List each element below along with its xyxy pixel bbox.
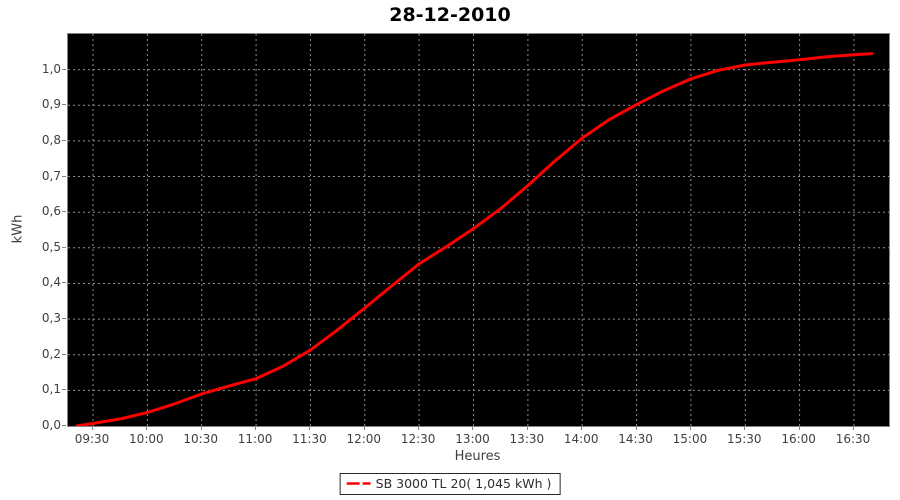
x-tickmark bbox=[363, 426, 365, 430]
y-tick-label: 0,9 bbox=[41, 97, 61, 112]
y-tick-label: 0,0 bbox=[41, 418, 61, 432]
x-tickmark bbox=[798, 426, 800, 430]
x-tickmark bbox=[255, 426, 257, 430]
x-tickmark bbox=[581, 426, 583, 430]
x-tickmark bbox=[689, 426, 691, 430]
y-tickmark bbox=[62, 139, 66, 141]
y-tick-label: 0,8 bbox=[41, 132, 61, 147]
x-tickmark bbox=[146, 426, 148, 430]
x-tick-label: 16:00 bbox=[781, 432, 816, 446]
y-tick-label: 0,3 bbox=[41, 311, 61, 326]
x-axis-label: Heures bbox=[454, 449, 501, 464]
x-tick-label: 15:30 bbox=[726, 432, 762, 446]
x-tickmark bbox=[418, 426, 420, 430]
y-tick-label: 0,2 bbox=[41, 346, 61, 361]
x-tickmark bbox=[526, 426, 528, 430]
x-tick-label: 13:30 bbox=[509, 432, 545, 446]
x-tick-label: 15:00 bbox=[672, 432, 708, 446]
x-tick-label: 14:00 bbox=[563, 432, 599, 446]
y-tickmark bbox=[62, 211, 66, 213]
plot-area bbox=[67, 33, 890, 427]
x-tickmark bbox=[744, 426, 746, 430]
y-tick-label: 0,1 bbox=[41, 382, 61, 397]
legend-label: SB 3000 TL 20( 1,045 kWh ) bbox=[375, 476, 552, 491]
legend-line-marker bbox=[346, 482, 371, 485]
y-tickmark bbox=[62, 68, 66, 70]
x-tickmark bbox=[472, 426, 474, 430]
x-tick-label: 11:30 bbox=[292, 432, 327, 446]
y-tickmark bbox=[62, 246, 66, 248]
y-tickmark bbox=[62, 353, 66, 355]
y-tickmark bbox=[62, 389, 66, 391]
y-tick-label: 0,5 bbox=[41, 239, 61, 254]
series-line bbox=[75, 52, 874, 426]
x-tickmark bbox=[852, 426, 854, 430]
x-tick-label: 14:30 bbox=[618, 432, 653, 446]
x-tick-label: 11:00 bbox=[237, 432, 273, 446]
x-tick-label: 09:30 bbox=[74, 432, 110, 446]
x-tick-label: 12:30 bbox=[400, 432, 436, 446]
line-chart-svg bbox=[68, 34, 889, 426]
y-tick-label: 0,7 bbox=[41, 168, 61, 183]
y-tickmark bbox=[62, 425, 66, 426]
x-tickmark bbox=[200, 426, 202, 430]
x-tickmark bbox=[635, 426, 637, 430]
x-tick-label: 10:00 bbox=[129, 432, 164, 446]
y-tick-label: 1,0 bbox=[41, 61, 61, 76]
chart-title: 28-12-2010 bbox=[389, 4, 511, 26]
y-tickmark bbox=[62, 104, 66, 106]
x-tick-label: 16:30 bbox=[835, 432, 871, 446]
y-tickmark bbox=[62, 175, 66, 177]
y-tickmark bbox=[62, 318, 66, 320]
x-tick-label: 12:00 bbox=[346, 432, 382, 446]
x-tick-label: 13:00 bbox=[455, 432, 490, 446]
x-tickmark bbox=[309, 426, 311, 430]
x-tickmark bbox=[92, 426, 93, 430]
y-tickmark bbox=[62, 282, 66, 284]
y-tick-label: 0,4 bbox=[41, 275, 61, 290]
legend-box: SB 3000 TL 20( 1,045 kWh ) bbox=[339, 473, 561, 495]
y-tick-label: 0,6 bbox=[41, 204, 61, 219]
x-tick-label: 10:30 bbox=[183, 432, 218, 446]
